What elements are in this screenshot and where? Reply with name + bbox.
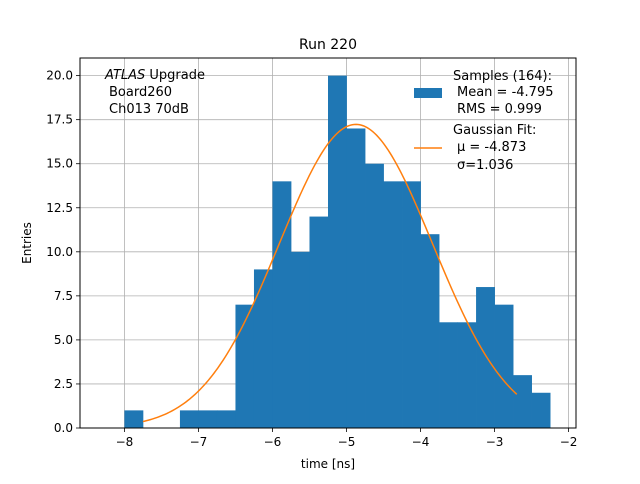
histogram-bar-8	[272, 181, 292, 428]
x-tick-label-2: −6	[264, 435, 282, 449]
y-tick-label-8: 20.0	[46, 69, 73, 83]
histogram-bar-14	[383, 181, 403, 428]
y-tick-label-2: 5.0	[54, 333, 73, 347]
legend-samples-swatch	[414, 88, 442, 98]
histogram-bar-22	[531, 392, 551, 428]
gaussian-fit-curve	[142, 123, 518, 423]
x-tick-label-6: −2	[560, 435, 578, 449]
legend-fit-sigma: σ=1.036	[457, 158, 513, 173]
histogram-bar-3	[179, 410, 199, 428]
x-axis-label: time [ns]	[301, 457, 355, 471]
annotation-atlas-word: ATLAS	[104, 68, 145, 83]
x-tick-label-3: −5	[338, 435, 356, 449]
histogram-bar-13	[365, 163, 384, 428]
histogram-bars	[124, 75, 551, 428]
histogram-bar-4	[198, 410, 218, 428]
legend-samples-mean: Mean = -4.795	[457, 85, 553, 100]
y-axis-label: Entries	[20, 222, 34, 264]
y-tick-label-0: 0.0	[54, 421, 73, 435]
histogram-bar-10	[309, 216, 329, 428]
histogram-bar-19	[476, 287, 495, 428]
histogram-bar-12	[346, 128, 366, 428]
legend-samples-title: Samples (164):	[453, 69, 552, 84]
legend-fit-title: Gaussian Fit:	[453, 123, 536, 138]
y-tick-label-1: 2.5	[54, 377, 73, 391]
annotation-line-3: Ch013 70dB	[109, 102, 189, 117]
y-tick-label-5: 12.5	[46, 201, 73, 215]
y-tick-label-6: 15.0	[46, 157, 73, 171]
x-tick-label-5: −3	[486, 435, 504, 449]
histogram-bar-11	[328, 75, 347, 428]
histogram-bar-21	[513, 375, 532, 428]
histogram-bar-9	[290, 251, 310, 428]
plot-frame	[79, 57, 577, 429]
histogram-bar-16	[420, 234, 440, 428]
annotation-atlas-rest: Upgrade	[145, 68, 205, 83]
y-tick-label-4: 10.0	[46, 245, 73, 259]
histogram-bar-15	[402, 181, 421, 428]
y-tick-label-3: 7.5	[54, 289, 73, 303]
histogram-bar-20	[494, 304, 514, 428]
x-axis-ticks: −8 −7 −6 −5 −4 −3 −2	[116, 428, 578, 449]
annotation-line-2: Board260	[109, 85, 172, 100]
x-tick-label-1: −7	[190, 435, 208, 449]
x-tick-label-0: −8	[116, 435, 134, 449]
histogram-bar-5	[216, 410, 236, 428]
histogram-bar-7	[253, 269, 273, 428]
legend: Samples (164): Mean = -4.795 RMS = 0.999…	[414, 69, 553, 173]
legend-fit-mu: μ = -4.873	[457, 140, 526, 155]
legend-samples-rms: RMS = 0.999	[457, 102, 542, 117]
chart-title: Run 220	[299, 37, 357, 53]
atlas-annotation: ATLAS Upgrade Board260 Ch013 70dB	[104, 68, 205, 117]
histogram-bar-0	[124, 410, 144, 428]
y-tick-label-7: 17.5	[46, 113, 73, 127]
annotation-line-1: ATLAS Upgrade	[104, 68, 205, 83]
histogram-bar-17	[439, 322, 458, 428]
y-axis-ticks: 0.0 2.5 5.0 7.5 10.0 12.5 15.0 17.5 20.0	[46, 69, 80, 435]
histogram-bar-6	[235, 304, 255, 428]
histogram-bar-18	[457, 322, 477, 428]
x-tick-label-4: −4	[412, 435, 430, 449]
